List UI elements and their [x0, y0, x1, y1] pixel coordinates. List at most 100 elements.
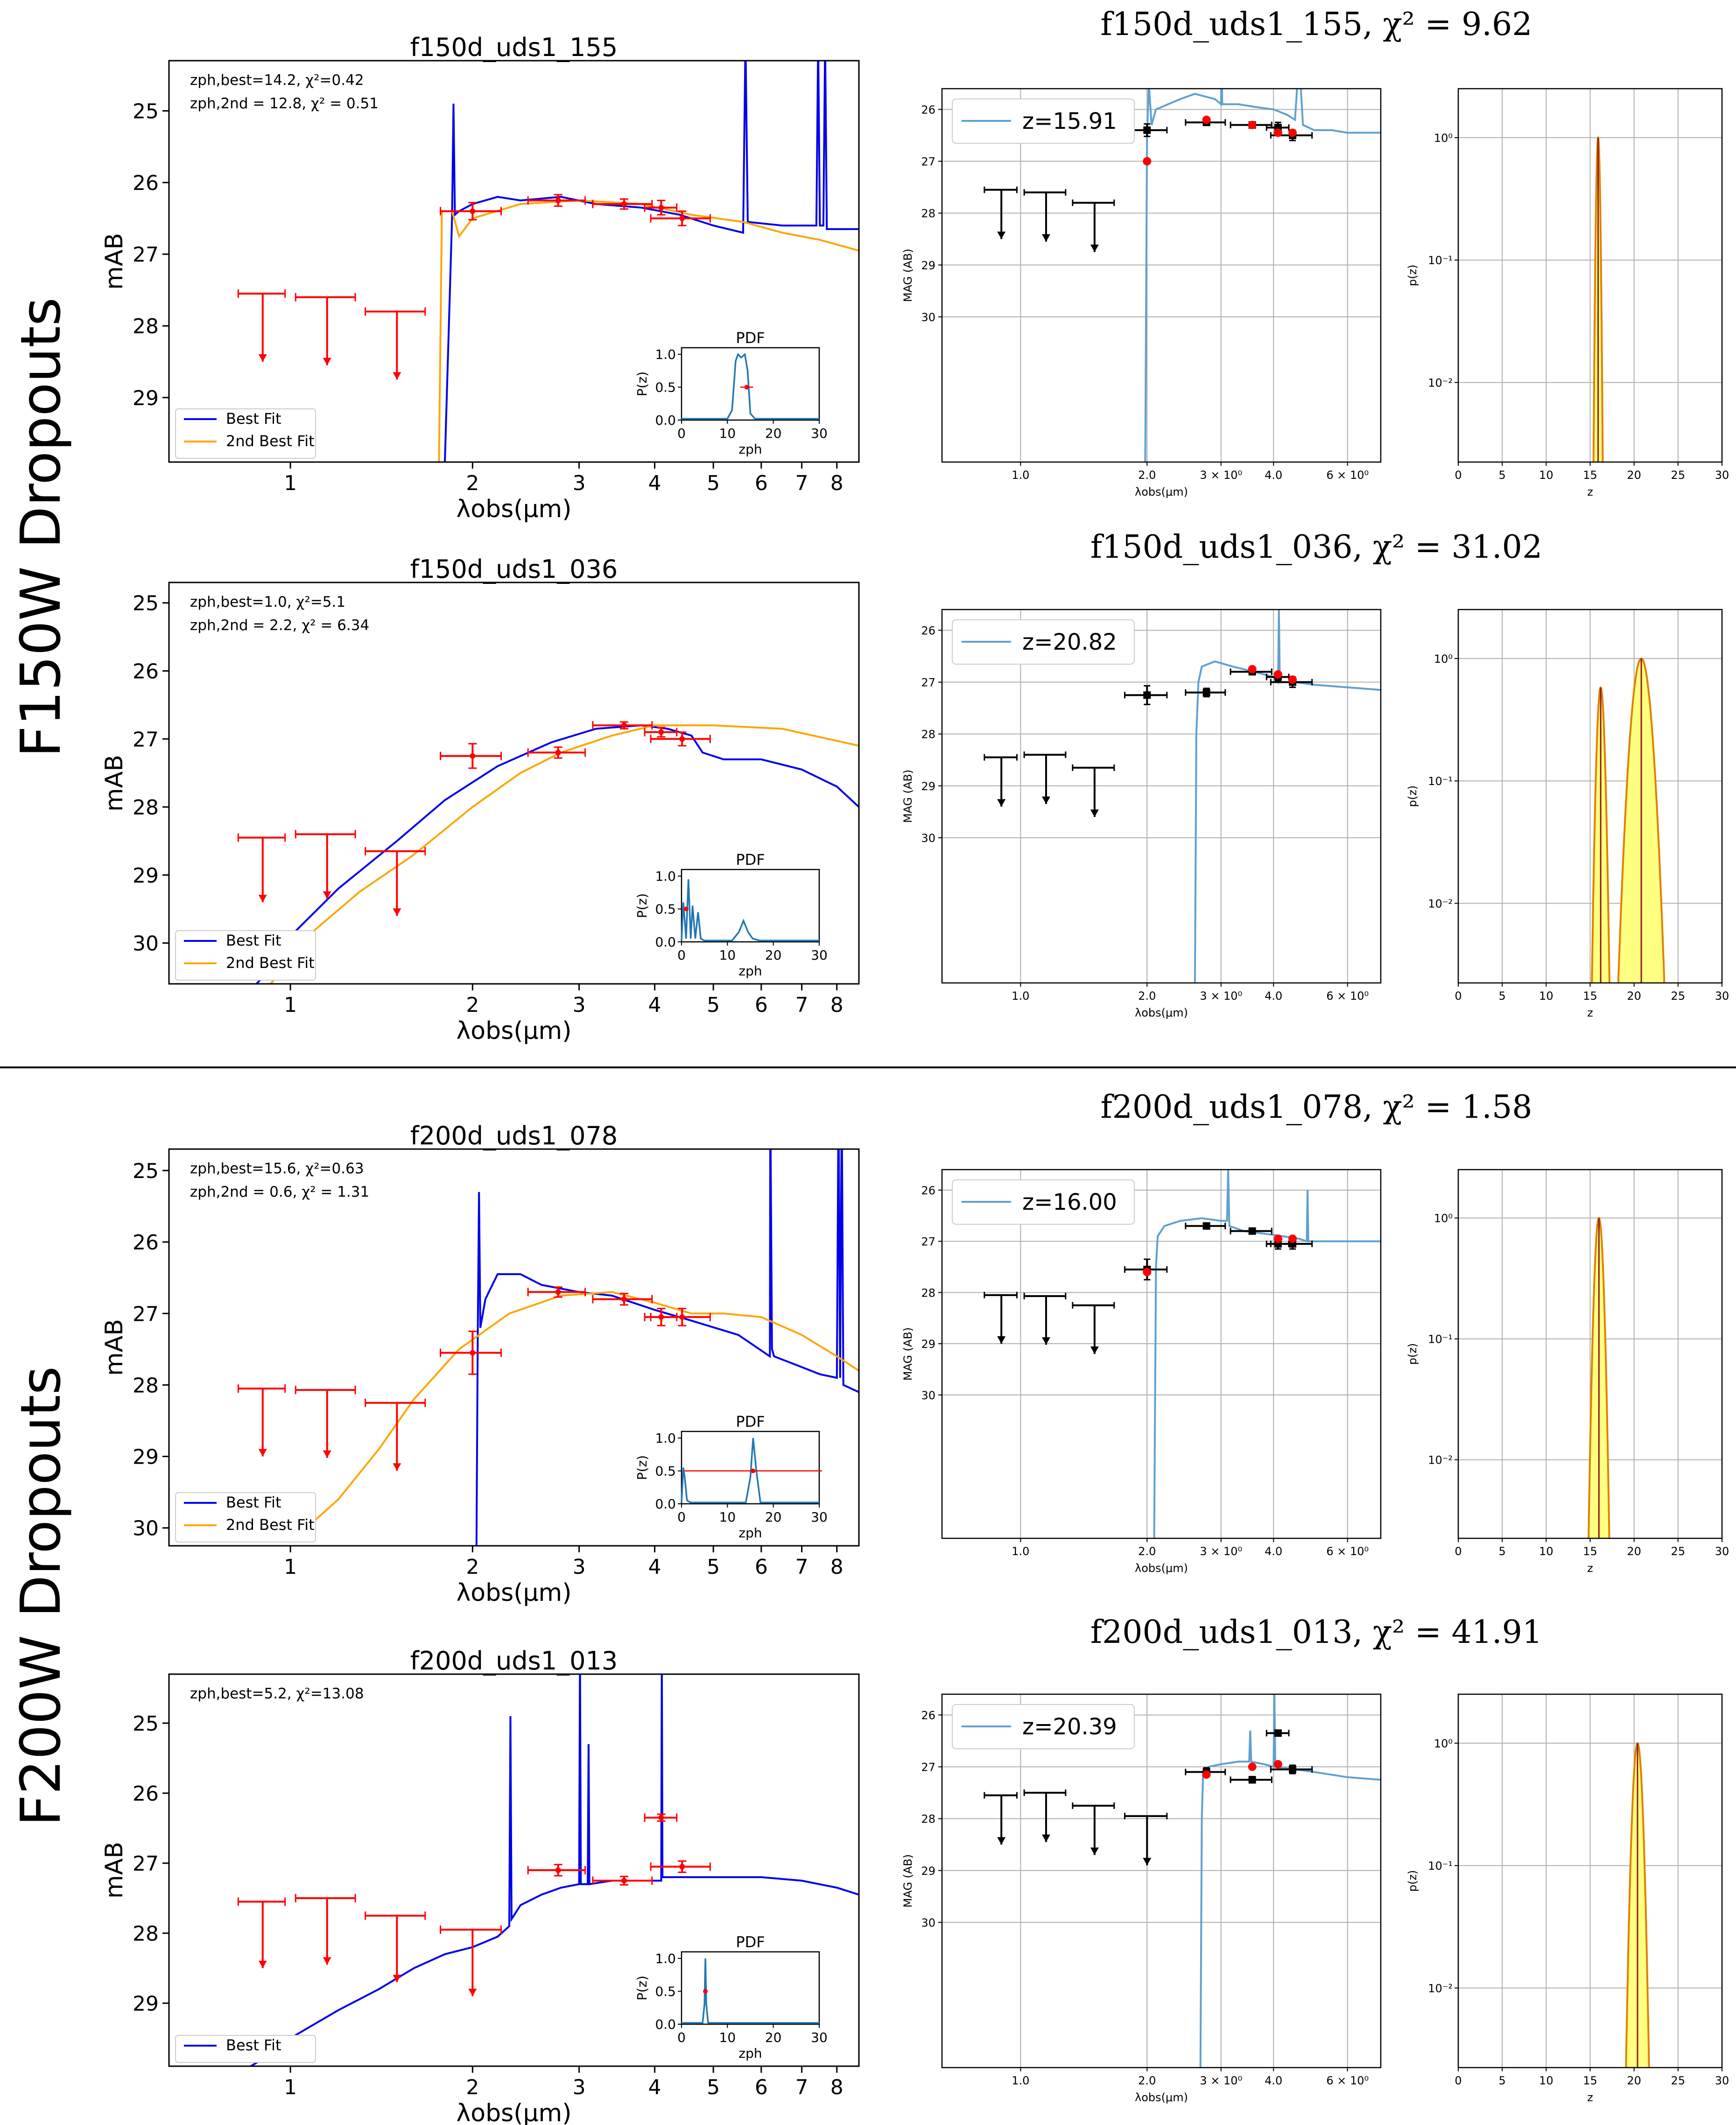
- legend-label: Best Fit: [226, 932, 281, 949]
- eazy-plot-area: [942, 610, 1381, 983]
- pdf-ytick-label: 0.0: [655, 934, 676, 950]
- eazy-xtick-label: 1.0: [1012, 469, 1029, 482]
- eazy-ytick-label: 29: [921, 259, 935, 272]
- eazy-xtick-label: 3 × 10⁰: [1200, 1545, 1242, 1558]
- eazy-title: f150d_uds1_155, χ² = 9.62: [1100, 6, 1532, 43]
- eazy-photometry-point-arrowhead: [997, 1336, 1006, 1344]
- sed-xtick-label: 7: [795, 1555, 808, 1579]
- pz-ytick-label: 10⁻²: [1428, 377, 1453, 390]
- eazy-ylabel: MAG (AB): [901, 770, 914, 823]
- sed-xtick-label: 3: [573, 993, 586, 1017]
- photometry-point-arrowhead: [258, 1449, 267, 1457]
- eazy-ylabel: MAG (AB): [901, 1327, 914, 1381]
- photometry-point-arrowhead: [323, 1957, 331, 1965]
- pz-ytick-label: 10⁻²: [1428, 898, 1453, 911]
- eazy-model-point: [1202, 1770, 1211, 1779]
- sed-frame: [168, 60, 860, 463]
- photometry-marker: [679, 215, 685, 221]
- pz-xtick-label: 20: [1627, 1545, 1641, 1558]
- pz-plot-content: [1592, 136, 1604, 462]
- pdf-xlabel: zph: [738, 2046, 762, 2061]
- pdf-xtick-label: 20: [765, 2030, 782, 2045]
- pz-xtick-label: 25: [1671, 989, 1686, 1003]
- photometry-point-arrowhead: [258, 895, 267, 903]
- sed-xtick-label: 8: [830, 993, 843, 1017]
- eazy-ytick-label: 30: [921, 1916, 935, 1929]
- pz-xtick-label: 25: [1671, 1545, 1686, 1558]
- eazy-panel: f200d_uds1_013, χ² = 41.91 26 27 28 29 30 1.0 2…: [901, 1614, 1542, 2104]
- eazy-template-line: [1153, 1170, 1381, 1538]
- pz-xtick-label: 0: [1455, 2074, 1462, 2087]
- pdf-ylabel: P(z): [634, 893, 650, 918]
- sed-ytick-label: 26: [133, 659, 159, 683]
- pdf-ytick-label: 0.5: [655, 1984, 676, 1999]
- eazy-title: f200d_uds1_078, χ² = 1.58: [1100, 1089, 1532, 1126]
- photometry-point-arrowhead: [393, 1463, 401, 1471]
- eazy-legend-label: z=20.82: [1022, 629, 1117, 655]
- legend-label: 2nd Best Fit: [226, 1516, 315, 1534]
- photometry-point-arrowhead: [393, 1975, 401, 1982]
- sed-ytick-label: 29: [133, 386, 159, 410]
- pdf-ylabel: P(z): [634, 1976, 650, 2000]
- pdf-title: PDF: [736, 1933, 765, 1951]
- sed-xtick-label: 2: [466, 2076, 479, 2099]
- eazy-xtick-label: 4.0: [1265, 989, 1282, 1003]
- eazy-legend-box: [952, 98, 1135, 144]
- sed-frame: [168, 582, 860, 985]
- eazy-ytick-label: 29: [921, 1338, 935, 1351]
- sed-ylabel: mAB: [100, 1842, 128, 1899]
- pdf-ytick-label: 0.5: [655, 902, 676, 917]
- eazy-photometry-point-arrowhead: [1090, 1847, 1099, 1855]
- legend-label: Best Fit: [226, 2036, 281, 2054]
- eazy-xlabel: λobs(μm): [1135, 485, 1188, 498]
- pdf-xlabel: zph: [738, 1525, 762, 1541]
- photometry-marker: [621, 1878, 627, 1884]
- eazy-ytick-label: 27: [921, 1761, 935, 1774]
- sed-ytick-label: 28: [133, 315, 159, 338]
- eazy-xtick-label: 1.0: [1012, 2074, 1029, 2087]
- sed-xtick-label: 1: [284, 471, 297, 495]
- pz-frame: [1457, 1169, 1723, 1539]
- eazy-ytick-label: 27: [921, 676, 935, 689]
- pz-xlabel: z: [1587, 1006, 1593, 1019]
- pdf-marker: [703, 1989, 708, 1994]
- photometry-marker: [470, 753, 476, 759]
- photometry-marker: [621, 1296, 627, 1302]
- pdf-xtick-label: 0: [677, 2030, 686, 2045]
- pdf-ytick-label: 0.5: [655, 1464, 676, 1479]
- eazy-xtick-label: 3 × 10⁰: [1200, 2074, 1242, 2087]
- sed-ytick-label: 25: [133, 100, 159, 124]
- photometry-point-arrowhead: [258, 1961, 267, 1968]
- pdf-xlabel: zph: [738, 963, 762, 979]
- sed-xtick-label: 1: [284, 2076, 297, 2099]
- eazy-model-point: [1288, 675, 1297, 684]
- sed-legend-box: [175, 930, 316, 981]
- eazy-photometry-point-arrowhead: [1143, 1858, 1152, 1866]
- photometry-marker: [679, 1314, 685, 1320]
- pz-ytick-label: 10⁰: [1434, 1737, 1453, 1750]
- pz-xtick-label: 30: [1715, 1545, 1729, 1558]
- eazy-xtick-label: 6 × 10⁰: [1326, 2074, 1369, 2087]
- sed-title: f200d_uds1_078: [410, 1121, 618, 1150]
- photometry-marker: [679, 1864, 685, 1870]
- sed-xtick-label: 2: [466, 1555, 479, 1579]
- pz-xtick-label: 0: [1455, 1545, 1462, 1558]
- eazy-plot-content: [984, 1170, 1381, 1538]
- eazy-model-point: [1273, 1760, 1282, 1768]
- pdf-xtick-label: 0: [677, 1509, 686, 1525]
- pdf-curve: [681, 879, 819, 941]
- eazy-ytick-label: 26: [921, 1184, 935, 1197]
- eazy-ytick-label: 30: [921, 832, 935, 845]
- pz-panel: 0 5 10 15 20 25 30 10⁰ 10⁻¹ 10⁻² z p(z): [1406, 1693, 1729, 2104]
- pdf-curve: [682, 352, 819, 420]
- pz-ytick-label: 10⁰: [1434, 1212, 1453, 1225]
- pz-xtick-label: 25: [1671, 2074, 1686, 2087]
- sed-legend-box: [175, 2035, 316, 2063]
- eazy-ytick-label: 28: [921, 1286, 935, 1299]
- eazy-xtick-label: 3 × 10⁰: [1200, 989, 1242, 1003]
- sed-xtick-label: 6: [755, 2076, 768, 2099]
- sed-xlabel: λobs(μm): [457, 495, 572, 523]
- pdf-xtick-label: 30: [811, 426, 828, 441]
- pz-ytick-label: 10⁰: [1434, 652, 1453, 666]
- sed-xtick-label: 1: [284, 993, 297, 1017]
